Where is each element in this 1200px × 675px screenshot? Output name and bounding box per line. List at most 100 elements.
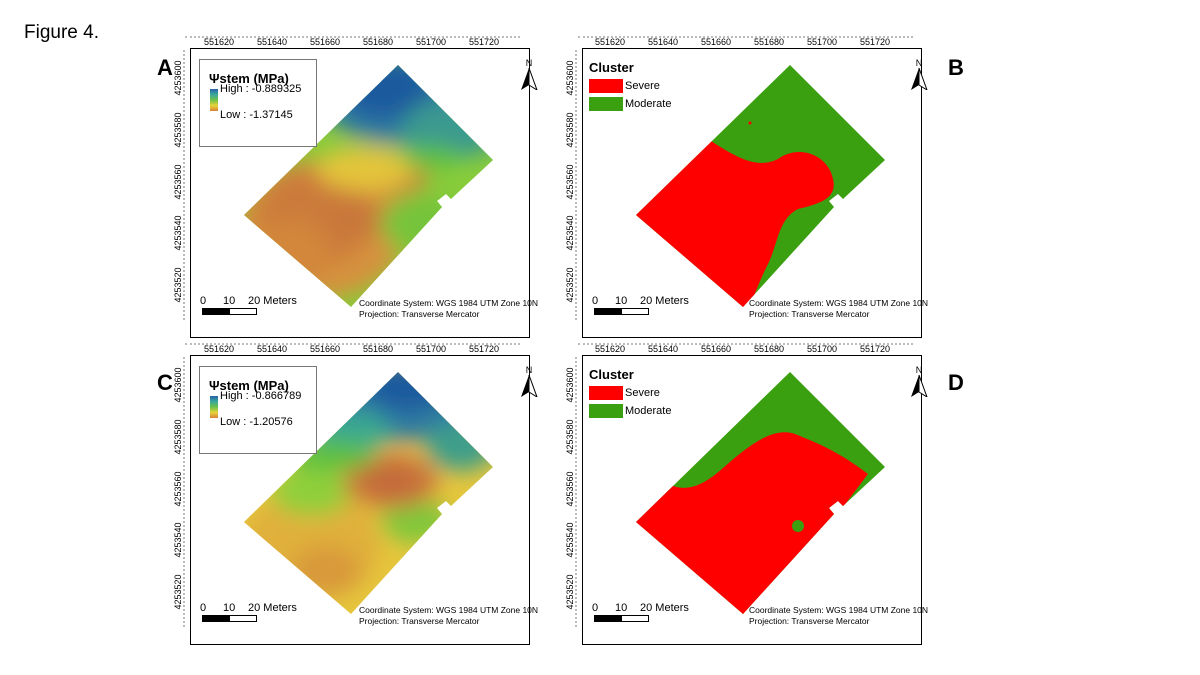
scale-label-10: 10 <box>223 295 236 307</box>
legend-moderate: Moderate <box>625 405 672 417</box>
panel-letter-d: D <box>948 370 964 395</box>
x-tick: 551720 <box>468 344 500 354</box>
scale-label-20: 20 Meters <box>248 295 297 307</box>
x-tick: 551680 <box>753 37 785 47</box>
y-tick: 4253560 <box>173 471 183 507</box>
x-tick: 551680 <box>753 344 785 354</box>
x-tick: 551640 <box>647 344 679 354</box>
legend-gradient <box>210 89 218 111</box>
y-tick: 4253600 <box>565 60 575 96</box>
panel-letter-b: B <box>948 55 964 80</box>
coord-system-text: Coordinate System: WGS 1984 UTM Zone 10N <box>359 605 539 615</box>
panel-b-map: Cluster Severe Moderate N 0 10 20 Meters… <box>582 48 928 338</box>
panel-letter-a: A <box>157 55 173 80</box>
y-tick: 4253580 <box>565 419 575 455</box>
x-tick: 551680 <box>362 344 394 354</box>
y-tick: 4253600 <box>565 367 575 403</box>
legend-title: Cluster <box>589 60 634 75</box>
projection-text: Projection: Transverse Mercator <box>749 309 870 319</box>
scale-label-20: 20 Meters <box>640 295 689 307</box>
legend-title: Ψstem (MPa) <box>209 378 289 393</box>
legend-low: Low : -1.37145 <box>220 109 293 121</box>
projection-text: Projection: Transverse Mercator <box>359 309 480 319</box>
x-tick: 551620 <box>594 344 626 354</box>
y-tick: 4253540 <box>173 522 183 558</box>
x-tick: 551660 <box>700 37 732 47</box>
scale-label-0: 0 <box>200 602 207 614</box>
legend-box <box>199 366 317 454</box>
panel-a-x-ticks: 551620 551640 551660 551680 551700 55172… <box>195 37 515 51</box>
legend-box <box>199 59 317 147</box>
scale-label-20: 20 Meters <box>248 602 297 614</box>
legend-gradient <box>210 396 218 418</box>
north-arrow-icon: N <box>521 365 538 397</box>
north-arrow-icon: N <box>521 58 538 90</box>
north-label: N <box>526 365 533 375</box>
legend-title: Ψstem (MPa) <box>209 71 289 86</box>
scale-label-0: 0 <box>592 295 599 307</box>
y-tick: 4253580 <box>173 112 183 148</box>
x-tick: 551660 <box>700 344 732 354</box>
scale-label-10: 10 <box>223 602 236 614</box>
panel-c-x-ticks: 551620 551640 551660 551680 551700 55172… <box>195 344 515 358</box>
x-tick: 551700 <box>415 37 447 47</box>
x-tick: 551700 <box>806 344 838 354</box>
legend-low: Low : -1.20576 <box>220 416 293 428</box>
x-tick: 551700 <box>415 344 447 354</box>
scale-bar <box>594 615 649 622</box>
moderate-swatch <box>589 404 623 418</box>
north-label: N <box>916 58 923 68</box>
x-tick: 551720 <box>468 37 500 47</box>
legend-high: High : -0.889325 <box>220 83 302 95</box>
severe-swatch <box>589 386 623 400</box>
north-label: N <box>526 58 533 68</box>
scale-label-0: 0 <box>592 602 599 614</box>
y-tick: 4253580 <box>565 112 575 148</box>
panel-d-map: Cluster Severe Moderate N 0 10 20 Meters… <box>582 355 928 645</box>
scale-label-0: 0 <box>200 295 207 307</box>
scale-label-10: 10 <box>615 295 628 307</box>
legend-moderate: Moderate <box>625 98 672 110</box>
x-tick: 551660 <box>309 37 341 47</box>
scale-label-20: 20 Meters <box>640 602 689 614</box>
legend-severe: Severe <box>625 387 660 399</box>
x-tick: 551640 <box>256 344 288 354</box>
scale-label-10: 10 <box>615 602 628 614</box>
panel-b-x-ticks: 551620 551640 551660 551680 551700 55172… <box>586 37 906 51</box>
x-tick: 551660 <box>309 344 341 354</box>
coord-system-text: Coordinate System: WGS 1984 UTM Zone 10N <box>749 605 929 615</box>
severe-zone <box>636 432 868 614</box>
x-tick: 551720 <box>859 344 891 354</box>
x-tick: 551700 <box>806 37 838 47</box>
y-tick: 4253520 <box>565 267 575 303</box>
y-tick: 4253560 <box>565 471 575 507</box>
projection-text: Projection: Transverse Mercator <box>749 616 870 626</box>
x-tick: 551640 <box>256 37 288 47</box>
x-tick: 551620 <box>594 37 626 47</box>
north-arrow-icon: N <box>911 58 928 90</box>
north-arrow-icon: N <box>911 365 928 397</box>
scale-bar <box>202 308 257 315</box>
scale-bar <box>202 615 257 622</box>
severe-swatch <box>589 79 623 93</box>
x-tick: 551720 <box>859 37 891 47</box>
x-tick: 551620 <box>203 344 235 354</box>
legend-high: High : -0.866789 <box>220 390 302 402</box>
y-tick: 4253540 <box>173 215 183 251</box>
coord-system-text: Coordinate System: WGS 1984 UTM Zone 10N <box>359 298 539 308</box>
north-label: N <box>916 365 923 375</box>
coord-system-text: Coordinate System: WGS 1984 UTM Zone 10N <box>749 298 929 308</box>
y-tick: 4253540 <box>565 522 575 558</box>
x-tick: 551640 <box>647 37 679 47</box>
y-tick: 4253560 <box>173 164 183 200</box>
y-tick: 4253600 <box>173 367 183 403</box>
x-tick: 551620 <box>203 37 235 47</box>
legend-title: Cluster <box>589 367 634 382</box>
legend-severe: Severe <box>625 80 660 92</box>
projection-text: Projection: Transverse Mercator <box>359 616 480 626</box>
y-tick: 4253520 <box>173 574 183 610</box>
x-tick: 551680 <box>362 37 394 47</box>
y-tick: 4253560 <box>565 164 575 200</box>
y-tick: 4253540 <box>565 215 575 251</box>
y-tick: 4253520 <box>565 574 575 610</box>
